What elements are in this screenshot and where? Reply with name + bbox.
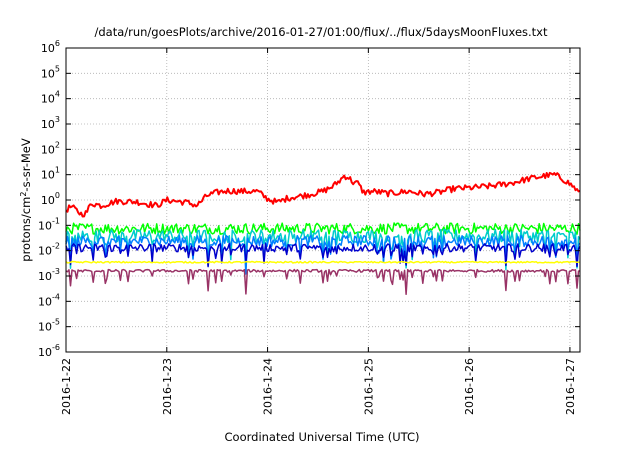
y-tick-label: 100 [41,191,60,207]
y-tick-label: 101 [41,166,60,182]
grid [66,48,580,352]
y-axis-label-prefix: protons/cm [19,197,33,262]
x-tick-label: 2016-1-25 [362,358,375,415]
y-tick-label: 10-3 [38,267,60,283]
y-axis-label-suffix: -s-sr-MeV [19,138,33,191]
y-tick-label: 10-1 [38,216,60,232]
x-axis: 2016-1-22 2016-1-23 2016-1-24 2016-1-25 2016… [60,48,577,415]
series-line-1 [65,171,581,218]
y-tick-label: 10-6 [38,343,60,359]
y-tick-label: 103 [41,115,60,131]
y-tick-label: 106 [41,39,60,55]
y-tick-label: 10-2 [38,242,60,258]
y-tick-label: 102 [41,140,60,156]
series-line-6 [65,260,580,264]
x-axis-label: Coordinated Universal Time (UTC) [225,430,420,444]
y-axis-label: protons/cm2-s-sr-MeV [19,138,34,262]
x-tick-label: 2016-1-22 [60,358,73,415]
x-tick-label: 2016-1-27 [564,358,577,415]
x-tick-label: 2016-1-24 [262,358,275,415]
series-group [65,171,581,296]
y-axis-label-sup: 2 [19,192,28,197]
plot-frame [65,47,581,353]
y-axis: 10-6 10-5 10-4 10-3 10-2 10-1 100 101 102 103 104 1… [38,39,580,359]
series-line-7 [65,268,581,296]
chart-title: /data/run/goesPlots/archive/2016-01-27/0… [94,25,548,39]
y-tick-label: 105 [41,64,60,80]
y-tick-label: 10-5 [38,318,60,334]
series-line-2 [65,222,581,235]
series-line-5 [65,242,581,268]
x-tick-label: 2016-1-26 [463,358,476,415]
y-tick-label: 104 [41,90,60,106]
y-tick-label: 10-4 [38,292,60,308]
x-tick-label: 2016-1-23 [161,358,174,415]
